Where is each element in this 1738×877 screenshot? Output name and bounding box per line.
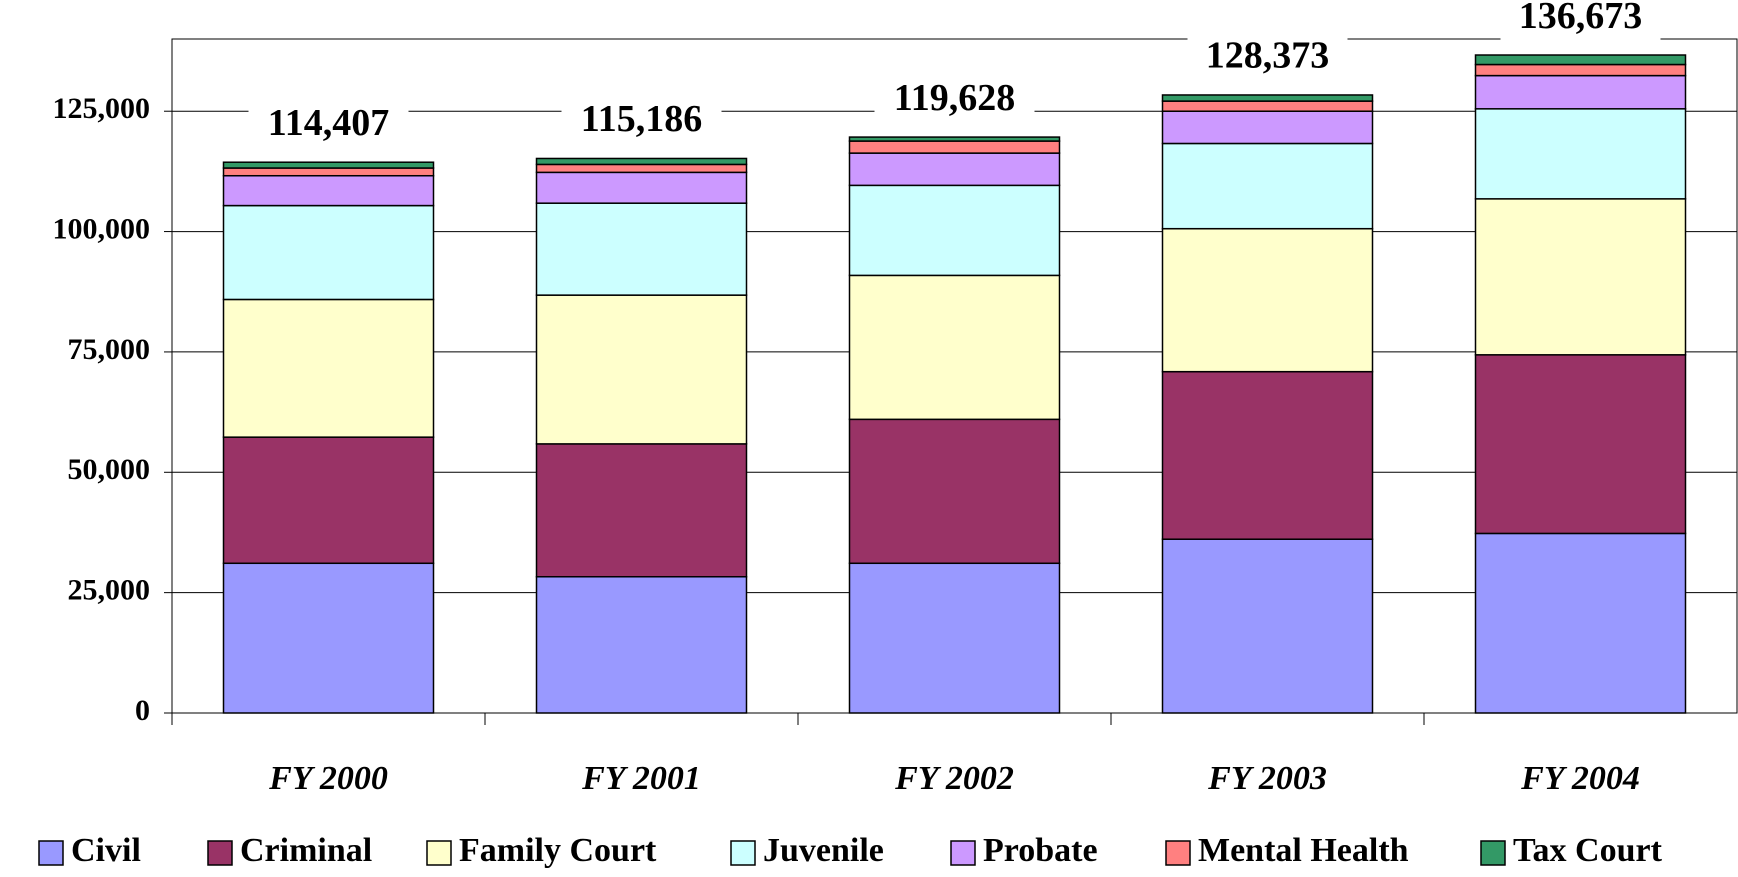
legend-label: Family Court [459, 832, 657, 869]
bar-segment [1474, 74, 1687, 110]
bar-segment [848, 136, 1061, 142]
bar-segment [222, 204, 435, 301]
y-tick-label: 25,000 [68, 574, 151, 607]
bar-segment [848, 140, 1061, 154]
bar-segment [1161, 142, 1374, 230]
bar-segment [535, 443, 748, 578]
bar-segment [222, 161, 435, 169]
bar-segment [1161, 538, 1374, 714]
legend-label: Mental Health [1198, 832, 1409, 869]
y-tick-label: 50,000 [68, 453, 151, 486]
bar-segment [848, 562, 1061, 714]
bar-segment [222, 436, 435, 565]
bar-segment [1474, 532, 1687, 714]
bar-segment [1474, 354, 1687, 535]
bar-segment [535, 171, 748, 204]
legend-label: Juvenile [763, 832, 884, 869]
total-label-bg [1500, 0, 1661, 44]
bar-segment [535, 163, 748, 174]
total-label: 119,628 [894, 77, 1015, 119]
bar-segment [1474, 198, 1687, 356]
y-tick-label: 75,000 [68, 333, 151, 366]
legend-swatch [207, 840, 233, 866]
bar-segment [1474, 63, 1687, 77]
y-tick-label: 100,000 [53, 212, 151, 245]
bar-segment [535, 576, 748, 714]
total-label: 128,373 [1206, 35, 1330, 77]
bar-segment [222, 562, 435, 714]
bar-segment [1161, 100, 1374, 112]
total-label-bg [248, 102, 409, 151]
legend-swatch [38, 840, 64, 866]
bar-segment [1161, 370, 1374, 540]
bar-segment [1474, 54, 1687, 66]
x-tick-label: FY 2004 [1520, 760, 1640, 797]
legend-swatch [950, 840, 976, 866]
total-label: 115,186 [581, 98, 702, 140]
total-label-bg [874, 77, 1035, 126]
total-label-bg [561, 98, 722, 147]
bar-segment [1161, 94, 1374, 102]
bar-segment [535, 202, 748, 296]
legend-label: Civil [71, 832, 141, 869]
total-label: 114,407 [268, 102, 389, 144]
bar-segment [848, 152, 1061, 187]
legend-swatch [426, 840, 452, 866]
bar-segment [222, 298, 435, 438]
legend-label: Probate [983, 832, 1098, 869]
legend-swatch [1165, 840, 1191, 866]
bar-segment [222, 167, 435, 177]
bar-segment [1161, 227, 1374, 373]
x-tick-label: FY 2002 [894, 760, 1014, 797]
legend-label: Criminal [240, 832, 372, 869]
bar-segment [1161, 110, 1374, 145]
bar-segment [1474, 108, 1687, 200]
bar-segment [222, 174, 435, 207]
x-tick-label: FY 2001 [581, 760, 701, 797]
legend-swatch [1480, 840, 1506, 866]
bar-segment [848, 184, 1061, 277]
x-tick-label: FY 2003 [1207, 760, 1327, 797]
bar-segment [535, 294, 748, 445]
total-label: 136,673 [1519, 0, 1643, 37]
bar-segment [535, 157, 748, 166]
x-tick-label: FY 2000 [268, 760, 388, 797]
y-tick-label: 0 [135, 694, 150, 727]
legend-label: Tax Court [1513, 832, 1663, 869]
bar-segment [848, 274, 1061, 421]
y-tick-label: 125,000 [53, 92, 151, 125]
bar-segment [848, 418, 1061, 565]
total-label-bg [1187, 34, 1348, 83]
legend-swatch [730, 840, 756, 866]
